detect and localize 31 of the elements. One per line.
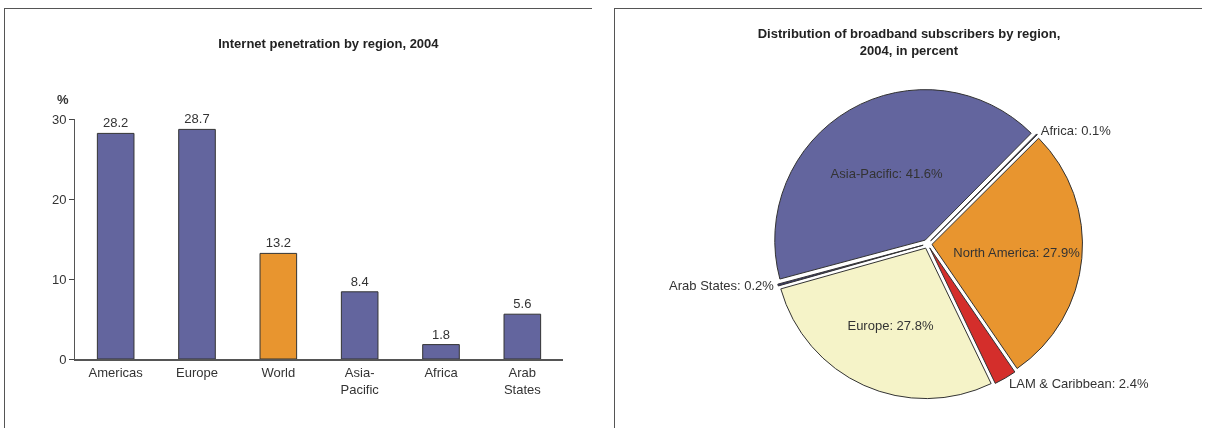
- x-tick-label: Europe: [176, 364, 218, 380]
- y-tick-label: 30: [51, 111, 67, 127]
- y-tick-label: 0: [59, 351, 67, 367]
- slice-label: North America: 27.9%: [953, 244, 1081, 260]
- y-tick-label: 10: [51, 271, 67, 287]
- slice-label: Arab States: 0.2%: [669, 278, 775, 294]
- chart-title: Internet penetration by region, 2004: [218, 35, 440, 51]
- data-label: 28.2: [103, 115, 129, 131]
- bar: [340, 291, 379, 359]
- x-tick-label: Africa: [424, 364, 459, 380]
- bar: [178, 128, 216, 359]
- slice-label: LAM & Caribbean: 2.4%: [1009, 376, 1149, 392]
- slice-label: Africa: 0.1%: [1040, 123, 1112, 139]
- bar: [503, 313, 542, 359]
- x-tick-label: World: [261, 364, 296, 380]
- slice-label: Europe: 27.8%: [847, 318, 934, 334]
- x-tick-label: Americas: [88, 364, 144, 380]
- data-label: 13.2: [265, 235, 291, 251]
- y-axis-title: %: [57, 92, 69, 107]
- y-tick-label: 20: [51, 191, 67, 207]
- data-label: 1.8: [431, 326, 451, 342]
- data-label: 5.6: [513, 296, 532, 312]
- slice-label: Asia-Pacific: 41.6%: [830, 166, 944, 182]
- bar: [422, 344, 460, 359]
- data-label: 28.7: [184, 111, 210, 127]
- chart-title: Distribution of broadband subscribers by region, 2004, in percent: [757, 26, 1061, 59]
- bar: [259, 252, 298, 359]
- data-label: 8.4: [350, 273, 369, 289]
- x-tick-label: Arab States: [503, 364, 542, 397]
- bar: [96, 132, 135, 359]
- x-tick-label: Asia- Pacific: [340, 364, 380, 397]
